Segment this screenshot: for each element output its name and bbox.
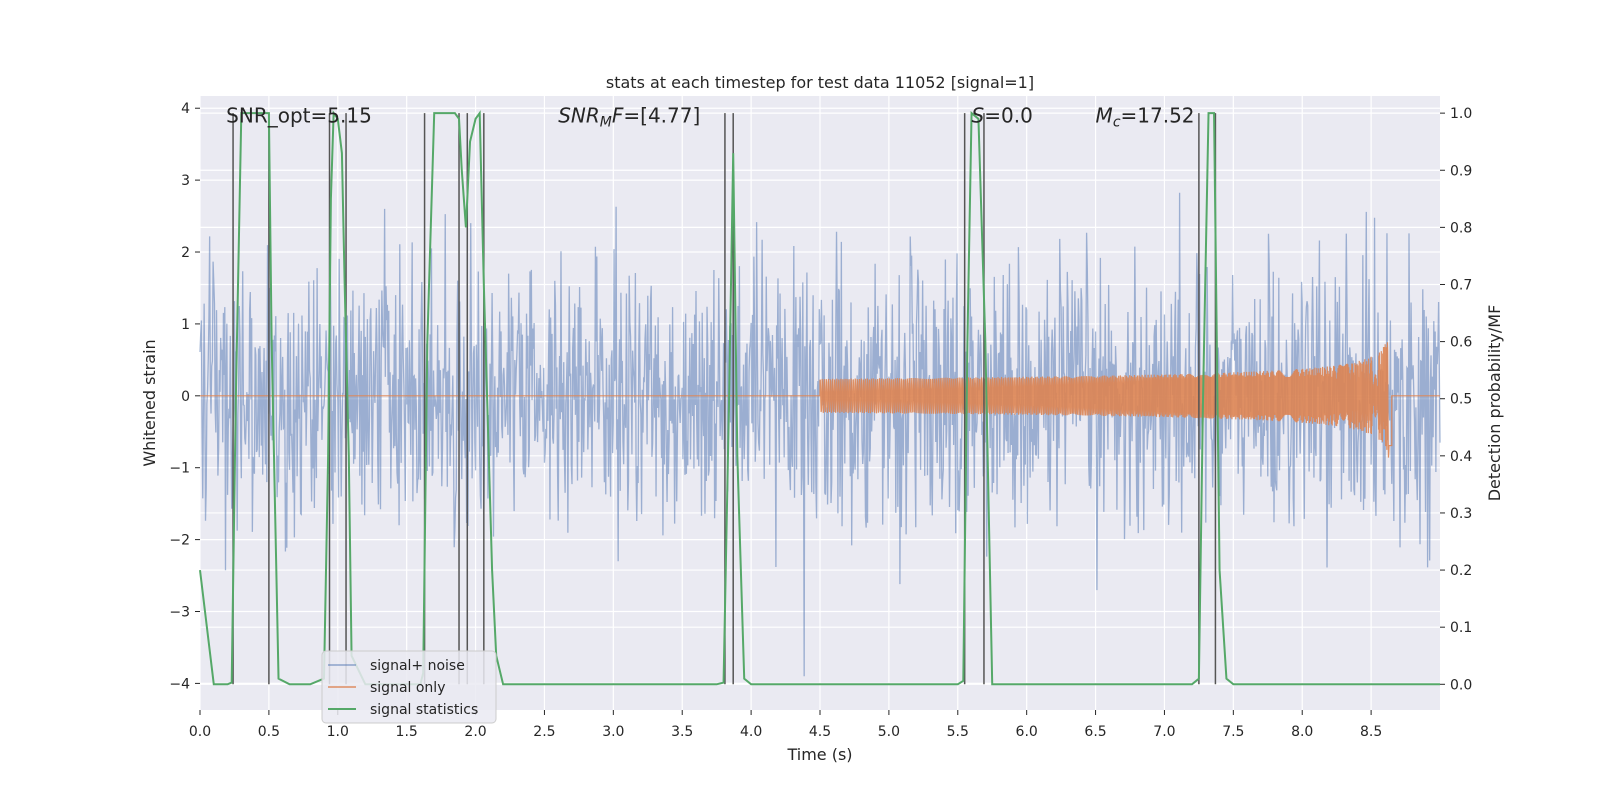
signal-noise-series bbox=[199, 192, 1441, 677]
x-tick-label: 1.0 bbox=[327, 724, 349, 740]
y-left-tick-label: −3 bbox=[169, 605, 190, 621]
y-left-axis-label: Whitened strain bbox=[140, 339, 159, 466]
y-left-tick-label: 3 bbox=[181, 173, 190, 189]
y-left-tick-label: 0 bbox=[181, 389, 190, 405]
y-right-axis-label: Detection probability/MF bbox=[1485, 305, 1504, 502]
y-right-tick-label: 0.4 bbox=[1450, 449, 1472, 465]
legend-label: signal only bbox=[370, 680, 445, 696]
signal-statistics-line bbox=[199, 110, 1440, 686]
legend-label: signal+ noise bbox=[370, 658, 465, 674]
x-tick-label: 2.0 bbox=[464, 724, 486, 740]
x-tick-label: 5.5 bbox=[947, 724, 969, 740]
chart-title: stats at each timestep for test data 110… bbox=[606, 73, 1034, 92]
signal-noise-line bbox=[199, 192, 1441, 677]
x-axis-ticks: 0.0 0.5 1.0 1.5 2.0 2.5 3.0 3.5 4.0 4.5 5.0 5.5 6.0 6… bbox=[189, 710, 1382, 740]
annotation: SNR_opt=5.15 bbox=[226, 104, 372, 128]
y-right-tick-label: 0.8 bbox=[1450, 220, 1472, 236]
legend-label: signal statistics bbox=[370, 702, 478, 718]
y-right-axis-ticks: 0.0 0.1 0.2 0.3 0.4 0.5 0.6 0.7 0.8 0.9 1.0 bbox=[1440, 106, 1472, 693]
y-right-tick-label: 0.3 bbox=[1450, 506, 1472, 522]
signal-only-series bbox=[200, 342, 1440, 458]
x-tick-label: 4.5 bbox=[809, 724, 831, 740]
x-tick-label: 6.0 bbox=[1016, 724, 1038, 740]
x-tick-label: 0.0 bbox=[189, 724, 211, 740]
x-tick-label: 3.5 bbox=[671, 724, 693, 740]
annotation: SNRMF=[4.77] bbox=[558, 104, 700, 131]
signal-only-line bbox=[200, 342, 1440, 458]
x-tick-label: 0.5 bbox=[258, 724, 280, 740]
y-left-tick-label: −1 bbox=[169, 461, 190, 477]
legend: signal+ noise signal only signal statistic… bbox=[321, 650, 497, 724]
y-left-tick-label: −2 bbox=[169, 533, 190, 549]
x-tick-label: 4.0 bbox=[740, 724, 762, 740]
y-right-tick-label: 0.5 bbox=[1450, 392, 1472, 408]
x-tick-label: 2.5 bbox=[533, 724, 555, 740]
x-tick-label: 5.0 bbox=[878, 724, 900, 740]
x-tick-label: 1.5 bbox=[396, 724, 418, 740]
y-right-tick-label: 0.0 bbox=[1450, 677, 1472, 693]
annotation: S=0.0 bbox=[972, 104, 1033, 128]
legend-box bbox=[321, 650, 497, 724]
x-tick-label: 6.5 bbox=[1084, 724, 1106, 740]
y-right-tick-label: 0.1 bbox=[1450, 620, 1472, 636]
x-tick-label: 8.5 bbox=[1360, 724, 1382, 740]
x-tick-label: 7.5 bbox=[1222, 724, 1244, 740]
y-right-tick-label: 0.2 bbox=[1450, 563, 1472, 579]
y-right-tick-label: 0.6 bbox=[1450, 335, 1472, 351]
x-tick-label: 8.0 bbox=[1291, 724, 1313, 740]
x-tick-label: 7.0 bbox=[1153, 724, 1175, 740]
x-axis-label: Time (s) bbox=[786, 745, 852, 764]
y-left-tick-label: 2 bbox=[181, 245, 190, 261]
y-left-tick-label: 1 bbox=[181, 317, 190, 333]
annotation: Mc=17.52 bbox=[1096, 104, 1195, 131]
y-right-tick-label: 1.0 bbox=[1450, 106, 1472, 122]
y-right-tick-label: 0.9 bbox=[1450, 163, 1472, 179]
y-left-tick-label: 4 bbox=[181, 101, 190, 117]
y-left-axis-ticks: −4 −3 −2 −1 0 1 2 3 4 bbox=[169, 101, 200, 692]
x-tick-label: 3.0 bbox=[602, 724, 624, 740]
y-right-tick-label: 0.7 bbox=[1450, 277, 1472, 293]
signal-statistics-series bbox=[199, 110, 1440, 686]
annotations: SNR_opt=5.15 SNRMF=[4.77] S=0.0 Mc=17.52 bbox=[226, 104, 1194, 131]
y-left-tick-label: −4 bbox=[169, 676, 190, 692]
